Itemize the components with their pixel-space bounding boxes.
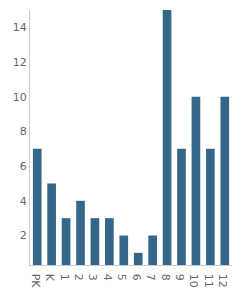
svg-text:2: 2 [72,274,85,281]
svg-text:11: 11 [202,274,215,288]
svg-text:PK: PK [29,274,42,289]
svg-text:10: 10 [187,274,200,288]
svg-text:1: 1 [58,274,71,281]
svg-text:7: 7 [144,274,157,281]
svg-text:8: 8 [159,274,172,281]
svg-text:4: 4 [20,195,27,208]
svg-text:14: 14 [13,21,27,34]
svg-text:12: 12 [13,56,27,69]
svg-text:12: 12 [216,274,229,288]
svg-text:9: 9 [173,274,186,281]
svg-text:5: 5 [115,274,128,281]
svg-text:K: K [43,274,56,282]
svg-text:8: 8 [20,125,27,138]
svg-text:6: 6 [130,274,143,281]
svg-text:4: 4 [101,274,114,281]
svg-text:6: 6 [20,160,27,173]
svg-text:10: 10 [13,91,27,104]
svg-text:2: 2 [20,229,27,242]
svg-text:3: 3 [86,274,99,281]
